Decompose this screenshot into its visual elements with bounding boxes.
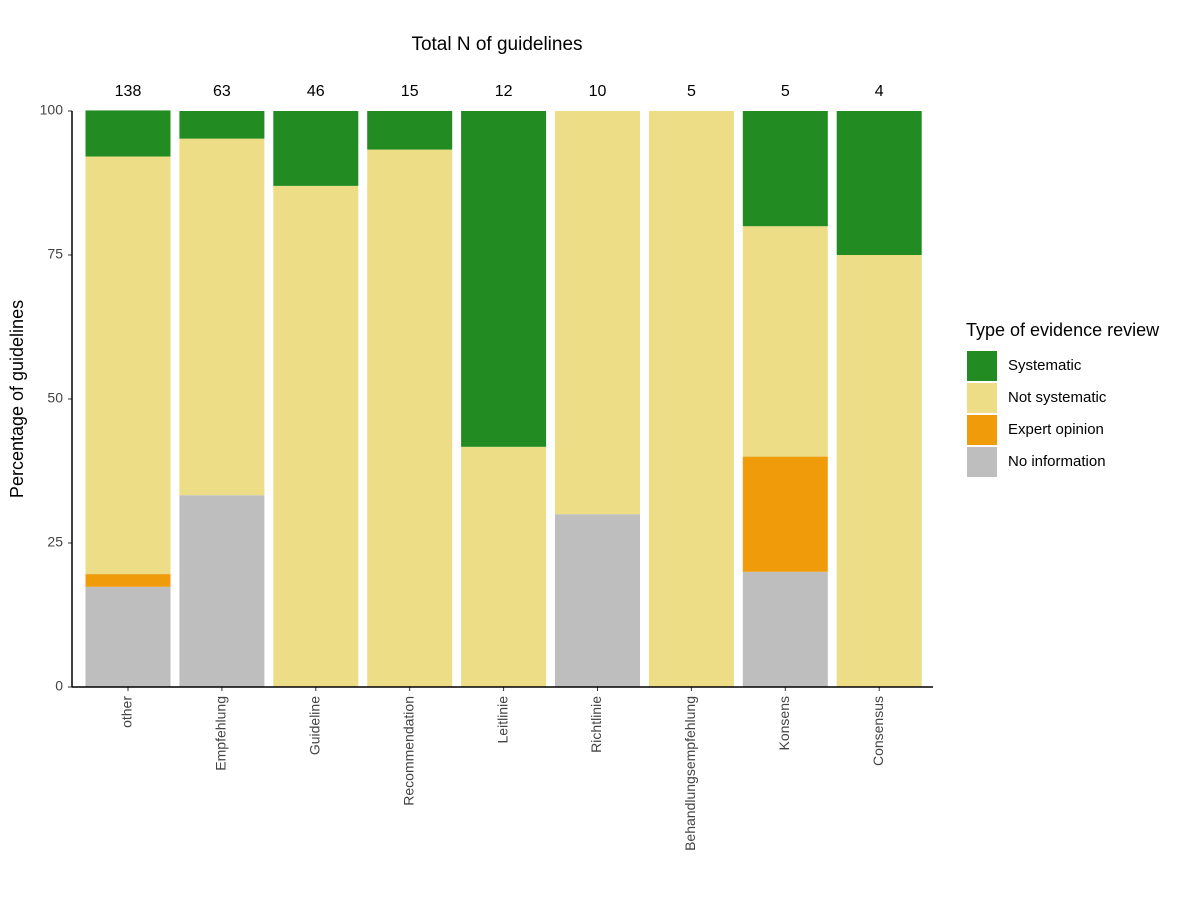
bar-segment — [367, 111, 453, 150]
y-tick-label: 0 — [55, 678, 63, 694]
bar-segment — [179, 111, 265, 139]
total-label: 46 — [307, 83, 325, 100]
y-tick-label: 50 — [47, 390, 63, 406]
x-tick-label: other — [119, 696, 135, 728]
bar-segment — [742, 456, 828, 572]
bar-segment — [836, 111, 922, 255]
bar-segment — [461, 446, 547, 687]
bar-segment — [742, 226, 828, 457]
y-tick-label: 100 — [40, 102, 64, 118]
bar-segment — [273, 111, 359, 186]
x-tick-label: Leitlinie — [494, 696, 510, 744]
bar-segment — [836, 255, 922, 687]
bar-segment — [85, 574, 171, 587]
x-tick-label: Richtlinie — [588, 696, 604, 753]
legend-key — [967, 447, 997, 477]
y-tick-label: 25 — [47, 534, 63, 550]
y-tick-label: 75 — [47, 246, 63, 262]
legend-label: Systematic — [1008, 357, 1082, 374]
legend-key — [967, 351, 997, 381]
legend-key — [967, 415, 997, 445]
total-label: 15 — [401, 83, 419, 100]
bar-segment — [555, 111, 640, 515]
bar-segment — [85, 110, 171, 157]
total-label: 10 — [589, 83, 607, 100]
bar-segment — [461, 111, 547, 447]
x-tick-label: Guideline — [307, 696, 323, 755]
total-label: 5 — [687, 83, 696, 100]
x-tick-label: Behandlungsempfehlung — [682, 696, 698, 851]
total-label: 5 — [781, 83, 790, 100]
bar-segment — [742, 571, 828, 687]
x-tick-label: Recommendation — [400, 696, 416, 806]
total-label: 63 — [213, 83, 231, 100]
bar-segment — [555, 514, 640, 687]
x-tick-label: Konsens — [776, 696, 792, 750]
total-label: 12 — [495, 83, 513, 100]
bar-segment — [273, 185, 359, 687]
bar-segment — [742, 111, 828, 227]
bar-segment — [85, 156, 171, 575]
legend-label: Expert opinion — [1008, 421, 1104, 438]
bar-segment — [367, 149, 453, 688]
bar-segment — [85, 586, 171, 687]
x-tick-label: Consensus — [870, 696, 886, 766]
chart-title: Total N of guidelines — [411, 34, 582, 55]
bar-segment — [179, 495, 265, 687]
x-tick-label: Empfehlung — [213, 696, 229, 771]
bar-segment — [179, 138, 265, 496]
y-axis-title: Percentage of guidelines — [7, 300, 27, 498]
total-label: 138 — [115, 83, 142, 100]
total-label: 4 — [875, 83, 884, 100]
legend-label: Not systematic — [1008, 389, 1107, 406]
legend-key — [967, 383, 997, 413]
legend-label: No information — [1008, 453, 1106, 470]
bar-segment — [648, 111, 734, 687]
legend-title: Type of evidence review — [966, 320, 1160, 340]
